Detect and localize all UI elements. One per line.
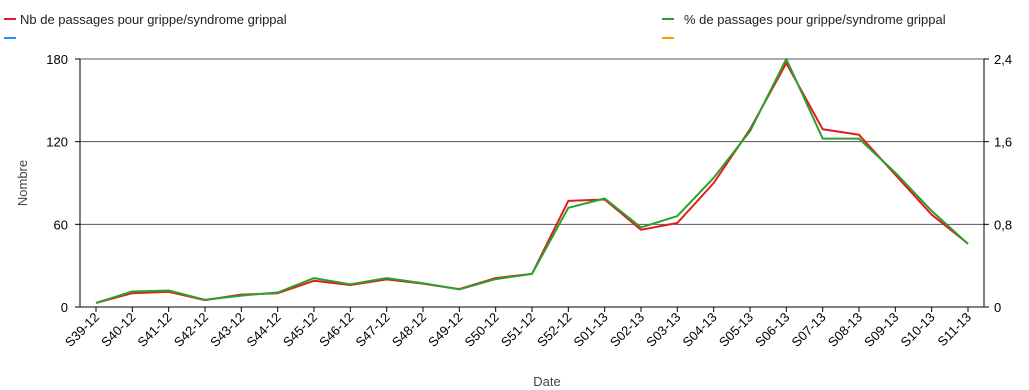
x-tick-label: S06-13 (752, 310, 792, 350)
legend: Nb de passages pour grippe/syndrome grip… (4, 12, 946, 39)
y-right-tick-label: 1,6 (994, 135, 1012, 150)
x-tick-label: S50-12 (462, 310, 502, 350)
y-axis-title: Nombre (15, 160, 30, 206)
y-right-tick-label: 2,4 (994, 52, 1012, 67)
x-tick-label: S42-12 (171, 310, 211, 350)
series-line-nb-passages (95, 62, 969, 304)
x-tick-label: S43-12 (207, 310, 247, 350)
x-axis-title: Date (533, 374, 560, 389)
gridlines (80, 58, 984, 225)
x-tick-label: S11-13 (935, 310, 975, 350)
x-tick-label: S08-13 (825, 310, 865, 350)
x-tick-label: S46-12 (316, 310, 356, 350)
x-tick-label: S03-13 (643, 310, 683, 350)
x-tick-label: S41-12 (135, 310, 175, 350)
legend-label-nb-passages: Nb de passages pour grippe/syndrome grip… (20, 12, 287, 27)
y-left-tick-label: 0 (61, 300, 68, 315)
y-right-tick-label: 0,8 (994, 217, 1012, 232)
x-tick-label: S49-12 (425, 310, 465, 350)
y-left-tick-label: 180 (46, 52, 68, 67)
y-left-tick-label: 60 (54, 217, 68, 232)
x-tick-label: S40-12 (98, 310, 138, 350)
x-tick-label: S09-13 (861, 310, 901, 350)
legend-label-pct-passages: % de passages pour grippe/syndrome gripp… (684, 12, 946, 27)
x-tick-label: S52-12 (534, 310, 574, 350)
y-left-tick-label: 120 (46, 135, 68, 150)
x-tick-label: S44-12 (244, 310, 284, 350)
series-line-pct-passages (95, 58, 969, 304)
series (95, 58, 969, 304)
x-tick-label: S45-12 (280, 310, 320, 350)
x-tick-label: S07-13 (789, 310, 829, 350)
x-tick-label: S05-13 (716, 310, 756, 350)
x-tick-label: S47-12 (353, 310, 393, 350)
x-tick-label: S10-13 (898, 310, 938, 350)
x-tick-label: S01-13 (571, 310, 611, 350)
x-tick-label: S48-12 (389, 310, 429, 350)
x-ticks: S39-12S40-12S41-12S42-12S43-12S44-12S45-… (62, 307, 974, 350)
x-tick-label: S04-13 (680, 310, 720, 350)
axes (79, 59, 985, 308)
y-left-ticks: 0 60 120 180 (46, 52, 80, 315)
y-right-ticks: 0 0,8 1,6 2,4 (984, 52, 1012, 315)
x-tick-label: S02-13 (607, 310, 647, 350)
x-tick-label: S39-12 (62, 310, 102, 350)
y-right-tick-label: 0 (994, 300, 1001, 315)
x-tick-label: S51-12 (498, 310, 538, 350)
